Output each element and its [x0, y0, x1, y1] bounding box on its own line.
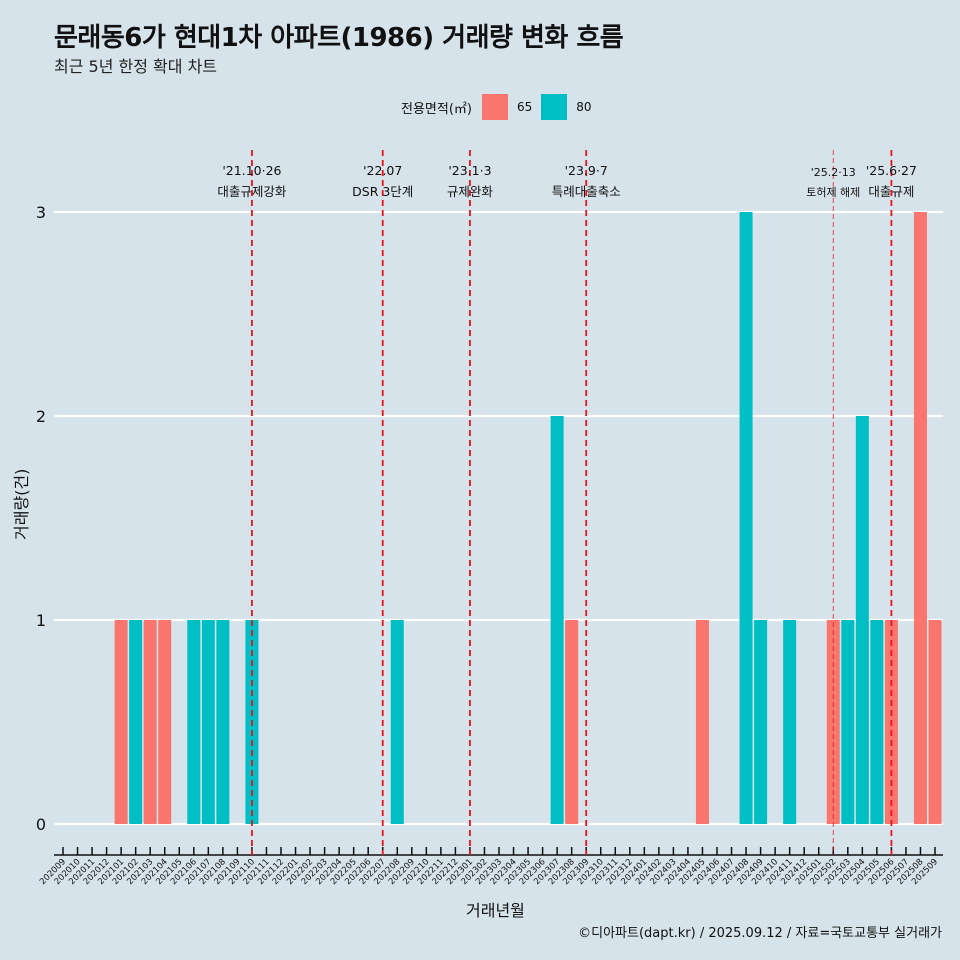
source-caption: ©디아파트(dapt.kr) / 2025.09.12 / 자료=국토교통부 실…: [578, 926, 942, 941]
bar-80-202411: [783, 620, 797, 824]
annotation-text: 규제완화: [447, 184, 494, 199]
bar-80-202107: [201, 620, 215, 824]
annotation-date: '22.07: [363, 163, 402, 178]
annotation-text: DSR 3단계: [352, 184, 413, 199]
chart-title: 문래동6가 현대1차 아파트(1986) 거래량 변화 흐름: [54, 23, 624, 53]
legend-label-65: 65: [516, 100, 533, 114]
annotation-date: '25.2·13: [811, 166, 856, 179]
bar-80-202108: [216, 620, 230, 824]
bar-65-202104: [158, 620, 172, 824]
y-tick-label: 3: [36, 203, 46, 222]
annotation-date: '21.10·26: [222, 163, 281, 178]
legend-swatch-80: [541, 94, 568, 120]
bar-65-202101: [114, 620, 128, 824]
y-tick-label: 0: [36, 815, 46, 834]
bar-80-202307: [550, 416, 564, 824]
legend: 전용면적(㎡) 65 80: [401, 94, 601, 120]
bar-65-202405: [695, 620, 709, 824]
annotation-date: '25.6·27: [866, 163, 917, 178]
bar-80-202106: [187, 620, 201, 824]
x-axis-label: 거래년월: [466, 901, 525, 920]
y-tick-label: 2: [36, 407, 46, 426]
annotation-date: '23.9·7: [565, 163, 608, 178]
bar-80-202504: [855, 416, 869, 824]
y-tick-label: 1: [36, 611, 46, 630]
annotation-text: 특례대출축소: [552, 184, 621, 199]
bar-80-202505: [870, 620, 884, 824]
bar-80-202102: [129, 620, 143, 824]
chart-subtitle: 최근 5년 한정 확대 차트: [54, 57, 218, 76]
bar-65-202508: [913, 212, 927, 824]
annotation-text: 대출규제강화: [217, 184, 287, 199]
bar-80-202208: [390, 620, 404, 824]
legend-swatch-65: [481, 94, 508, 120]
legend-title: 전용면적(㎡): [401, 101, 472, 117]
bar-80-202408: [739, 212, 753, 824]
y-axis-label: 거래량(건): [12, 468, 31, 540]
bar-65-202509: [928, 620, 942, 824]
bar-65-202308: [565, 620, 579, 824]
bar-65-202103: [143, 620, 157, 824]
annotation-text: 대출규제: [868, 184, 914, 199]
legend-label-80: 80: [576, 100, 592, 114]
bar-80-202409: [754, 620, 768, 824]
annotation-date: '23.1·3: [448, 163, 491, 178]
bar-80-202503: [841, 620, 855, 824]
annotation-text: 토허제 해제: [806, 185, 860, 199]
